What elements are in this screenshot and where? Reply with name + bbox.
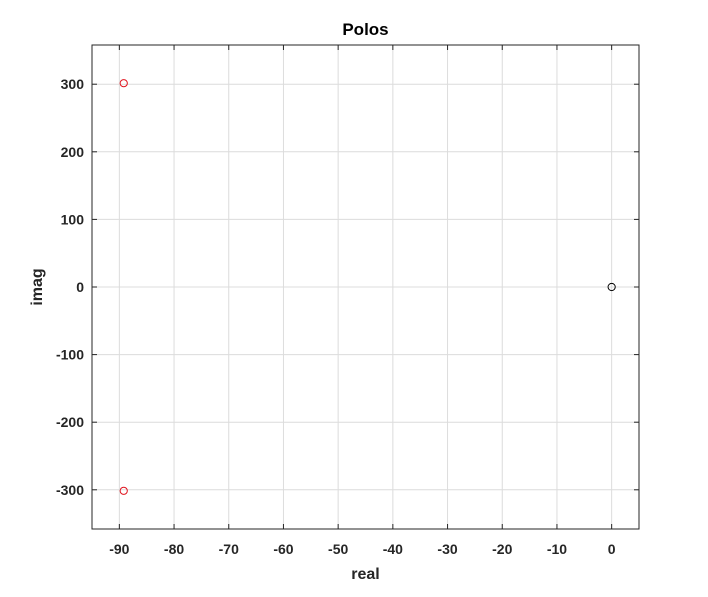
x-tick-label: -60 (273, 541, 293, 557)
y-tick-label: -200 (56, 414, 84, 430)
y-tick-label: -100 (56, 347, 84, 363)
x-tick-label: -40 (383, 541, 403, 557)
x-tick-label: -70 (219, 541, 239, 557)
x-tick-label: 0 (608, 541, 616, 557)
y-axis-title: imag (29, 268, 46, 305)
x-tick-label: -30 (437, 541, 457, 557)
grid (92, 45, 639, 529)
chart-title: Polos (342, 20, 388, 39)
y-tick-label: 0 (76, 279, 84, 295)
pole-marker (119, 486, 128, 495)
x-tick-label: -90 (109, 541, 129, 557)
x-tick-label: -20 (492, 541, 512, 557)
data-points (119, 79, 616, 495)
y-tick-label: 200 (61, 144, 85, 160)
origin-marker (607, 282, 616, 292)
y-ticks: -300 -200 -100 0 100 200 300 (56, 76, 639, 498)
pole-marker (119, 79, 128, 88)
y-tick-label: -300 (56, 482, 84, 498)
x-axis-title: real (351, 566, 379, 583)
y-tick-label: 100 (61, 211, 85, 227)
x-tick-label: -50 (328, 541, 348, 557)
y-tick-label: 300 (61, 76, 85, 92)
x-tick-label: -80 (164, 541, 184, 557)
x-ticks: -90 -80 -70 -60 -50 -40 -30 -20 -10 0 (109, 45, 616, 557)
x-tick-label: -10 (547, 541, 567, 557)
